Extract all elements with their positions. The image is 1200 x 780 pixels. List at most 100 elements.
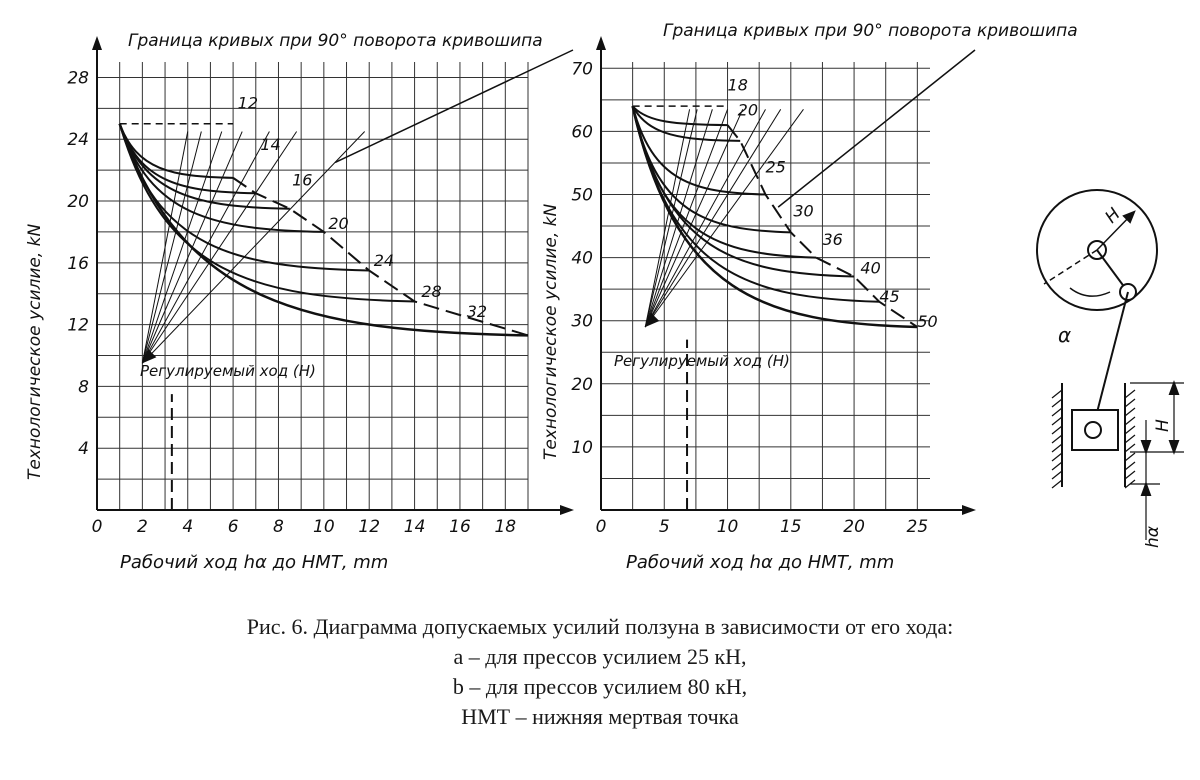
hatch-line [1051,389,1063,399]
hatch-line [1124,470,1136,480]
x-tick-label: 10 [313,517,335,537]
axes-b: 0 5 10 15 20 25 10 20 30 40 50 60 70 [571,36,976,537]
x-tick-label: 20 [843,517,865,537]
y-tick-label: 10 [571,438,593,458]
schematic-label-H-crank: H [1101,204,1124,227]
x-axis-arrow-icon [962,505,976,515]
fan-line [644,109,729,328]
x-tick-label: 6 [228,517,239,537]
y-tick-label: 20 [571,375,593,395]
y-tick-label: 50 [571,186,593,206]
figure-caption: Рис. 6. Диаграмма допускаемых усилий пол… [0,612,1200,732]
x-tick-label: 14 [404,517,426,537]
hatch-line [1124,398,1136,408]
hatch-line [1051,443,1063,453]
curve-label: 30 [793,202,813,221]
schematic-label-H-slider: H [1153,419,1173,432]
force-curve [118,123,415,303]
hatch-line [1124,425,1136,435]
x-tick-label: 8 [273,517,284,537]
x-tick-label: 16 [449,517,471,537]
curve-label: 25 [766,157,786,176]
y-tick-label: 40 [571,249,593,269]
fan-line [644,109,744,328]
x-axis-label-a: Рабочий ход hα до НМТ, mm [120,552,388,573]
hatch-line [1124,443,1136,453]
hatch-line [1124,416,1136,426]
fan-line [644,109,766,328]
hatch-line [1051,470,1063,480]
x-tick-label: 0 [92,517,103,537]
fan-line [644,109,782,328]
fan-line [141,131,270,364]
hatch-line [1124,434,1136,444]
x-tick-label: 10 [717,517,739,537]
y-tick-label: 4 [78,439,89,459]
fan-line [141,131,189,364]
y-tick-label: 60 [571,122,593,142]
y-tick-label: 30 [571,312,593,332]
marks-a: 12 14 16 20 24 28 32 [118,49,574,510]
x-tick-label: 2 [137,517,148,537]
curve-label: 32 [467,302,487,321]
y-tick-label: 24 [67,130,89,150]
annotation-leader [777,49,976,208]
dim-h-alpha-arrow-up-icon [1140,481,1152,496]
crank-mechanism-schematic [1036,189,1184,540]
force-curve [631,105,728,127]
caption-line-3: b – для прессов усилием 80 кН, [452,674,748,699]
y-axis-arrow-icon [596,36,606,50]
caption-line-4: НМТ – нижняя мертвая точка [461,704,739,729]
curve-label: 28 [421,282,441,301]
force-curve [631,105,918,329]
y-tick-label: 70 [571,59,593,79]
x-tick-label: 4 [182,517,193,537]
x-tick-label: 5 [659,517,670,537]
annotation-a: Граница кривых при 90° поворота кривошип… [128,31,543,51]
hatch-line [1051,416,1063,426]
annotation-b: Граница кривых при 90° поворота кривошип… [663,21,1078,41]
fan-line [141,131,223,364]
hatch-line [1051,398,1063,408]
curve-label: 20 [738,101,758,120]
hatch-line [1051,461,1063,471]
force-curve [118,123,529,337]
curve-label: 24 [374,251,394,270]
caption-line-1: Рис. 6. Диаграмма допускаемых усилий пол… [246,614,954,639]
annotation-leader [334,49,574,164]
hatch-line [1124,452,1136,462]
x-tick-label: 0 [596,517,607,537]
y-axis-label-a: Технологическое усилие, kN [25,223,45,480]
x-tick-label: 12 [358,517,380,537]
y-tick-label: 20 [67,192,89,212]
hatch-line [1051,407,1063,417]
force-curve [118,123,290,210]
boundary-90-line [232,177,529,337]
y-axis-label-b: Технологическое усилие, kN [541,203,561,460]
y-tick-label: 28 [67,68,89,88]
force-curve [631,105,741,142]
slider-pin [1084,421,1102,439]
force-curve [631,105,817,259]
hatch-line [1051,425,1063,435]
schematic-label-alpha: α [1058,323,1071,347]
schematic-label-h-alpha: hα [1143,526,1163,548]
curve-label: 20 [328,214,348,233]
x-tick-label: 25 [907,517,929,537]
regulated-stroke-label-b: Регулируемый ход (Н) [614,352,790,370]
x-axis-label-b: Рабочий ход hα до НМТ, mm [626,552,894,573]
curve-label: 18 [728,75,748,94]
dim-h-alpha-arrow-down-icon [1140,440,1152,455]
boundary-90-line [726,124,918,328]
hatch-line [1124,407,1136,417]
y-axis-arrow-icon [92,36,102,50]
fan-line [141,131,298,364]
curve-label: 50 [917,312,937,331]
curve-label: 36 [822,230,842,249]
force-curve [631,105,766,196]
connecting-rod [1092,291,1129,429]
curve-label: 45 [879,287,899,306]
